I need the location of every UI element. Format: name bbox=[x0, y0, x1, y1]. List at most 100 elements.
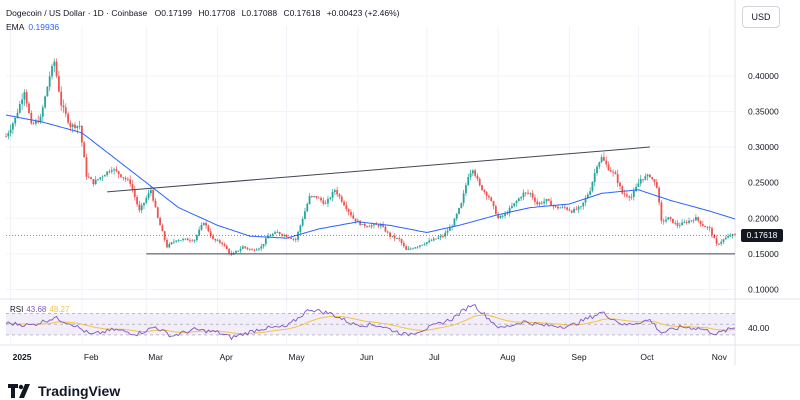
candle-body bbox=[94, 179, 97, 185]
candle-body bbox=[458, 208, 460, 214]
candle-body bbox=[465, 185, 467, 194]
candle-body bbox=[149, 189, 152, 194]
candle-body bbox=[248, 248, 251, 250]
candle-body bbox=[432, 238, 435, 241]
rsi-level-label: 40.00 bbox=[748, 323, 770, 333]
candle-body bbox=[536, 201, 539, 205]
candle-body bbox=[688, 220, 690, 223]
trendlines bbox=[107, 146, 735, 255]
candle-body bbox=[179, 240, 182, 241]
candle-body bbox=[16, 112, 19, 118]
candle-body bbox=[701, 224, 704, 227]
price-tick-label: 0.10000 bbox=[748, 284, 779, 294]
time-tick-label: Mar bbox=[148, 352, 163, 362]
candle-body bbox=[352, 215, 355, 219]
candle-body bbox=[223, 244, 226, 246]
candle-body bbox=[108, 171, 111, 173]
candle-body bbox=[674, 222, 677, 224]
candle-body bbox=[53, 61, 56, 67]
candle-body bbox=[718, 243, 720, 245]
candle-body bbox=[628, 196, 631, 198]
tradingview-logo-icon bbox=[8, 384, 30, 398]
candle-body bbox=[478, 178, 481, 186]
candle-body bbox=[368, 226, 371, 228]
candle-body bbox=[329, 197, 332, 199]
time-tick-label: Apr bbox=[220, 352, 233, 362]
candle-body bbox=[177, 240, 180, 242]
tradingview-logo[interactable]: TradingView bbox=[8, 383, 120, 399]
candle-body bbox=[113, 169, 115, 171]
candle-body bbox=[69, 122, 72, 128]
low-value: L0.17088 bbox=[241, 8, 278, 18]
candle-body bbox=[97, 179, 99, 180]
candle-body bbox=[115, 169, 118, 172]
candle-body bbox=[485, 191, 488, 196]
candle-body bbox=[658, 187, 661, 203]
candle-body bbox=[290, 237, 293, 239]
currency-button[interactable]: USD bbox=[742, 6, 780, 28]
candle-body bbox=[90, 177, 92, 180]
candle-body bbox=[322, 200, 325, 204]
candle-body bbox=[281, 234, 283, 236]
candle-body bbox=[60, 91, 63, 106]
candle-body bbox=[626, 194, 628, 197]
candle-body bbox=[402, 243, 405, 247]
candle-body bbox=[375, 224, 378, 225]
candle-body bbox=[324, 203, 327, 205]
candle-body bbox=[423, 244, 426, 245]
candle-body bbox=[120, 174, 122, 178]
candle-body bbox=[237, 250, 240, 252]
candle-body bbox=[609, 170, 612, 172]
candle-body bbox=[207, 225, 210, 232]
candle-body bbox=[67, 113, 69, 123]
candle-body bbox=[589, 191, 592, 195]
candle-body bbox=[483, 190, 486, 192]
candle-body bbox=[359, 220, 362, 225]
candle-body bbox=[356, 220, 359, 222]
rsi-value: 43.68 bbox=[26, 305, 47, 314]
time-tick-label: 2025 bbox=[13, 352, 32, 362]
candle-body bbox=[145, 198, 148, 203]
candle-body bbox=[448, 227, 451, 231]
candle-body bbox=[138, 204, 141, 211]
candle-body bbox=[446, 230, 449, 233]
candle-body bbox=[336, 190, 339, 195]
candle-body bbox=[313, 196, 316, 197]
candle-body bbox=[439, 236, 442, 238]
rsi-legend[interactable]: RSI 43.68 48.27 bbox=[10, 305, 69, 314]
candle-body bbox=[163, 231, 166, 240]
candle-body bbox=[276, 232, 279, 233]
candle-body bbox=[202, 222, 205, 226]
candle-body bbox=[152, 189, 155, 201]
candle-body bbox=[292, 238, 295, 240]
candle-body bbox=[133, 189, 136, 198]
symbol-title[interactable]: Dogecoin / US Dollar · 1D · Coinbase bbox=[6, 8, 148, 18]
candle-body bbox=[720, 241, 723, 244]
candle-body bbox=[444, 232, 447, 237]
candle-body bbox=[76, 125, 79, 129]
rsi-ma-line bbox=[5, 314, 736, 335]
candle-body bbox=[550, 200, 552, 206]
candle-body bbox=[660, 202, 663, 221]
candle-body bbox=[345, 205, 348, 210]
candle-body bbox=[78, 125, 81, 127]
time-tick-label: Nov bbox=[712, 352, 728, 362]
candle-body bbox=[492, 201, 495, 207]
candle-body bbox=[706, 227, 709, 228]
candle-body bbox=[48, 76, 51, 87]
candles bbox=[5, 58, 736, 256]
time-tick-label: Jun bbox=[360, 352, 374, 362]
candle-body bbox=[734, 234, 736, 236]
candle-body bbox=[87, 176, 90, 178]
ema-legend[interactable]: EMA 0.19936 bbox=[6, 22, 59, 32]
price-tick-label: 0.40000 bbox=[748, 71, 779, 81]
candle-body bbox=[251, 249, 253, 251]
candle-body bbox=[582, 202, 585, 207]
ema-line bbox=[5, 114, 736, 239]
candle-body bbox=[101, 176, 104, 178]
rsi-pane: 40.00 bbox=[5, 304, 770, 341]
candle-body bbox=[110, 170, 113, 172]
candle-body bbox=[143, 202, 145, 206]
candle-body bbox=[690, 220, 693, 222]
candle-body bbox=[672, 218, 674, 223]
